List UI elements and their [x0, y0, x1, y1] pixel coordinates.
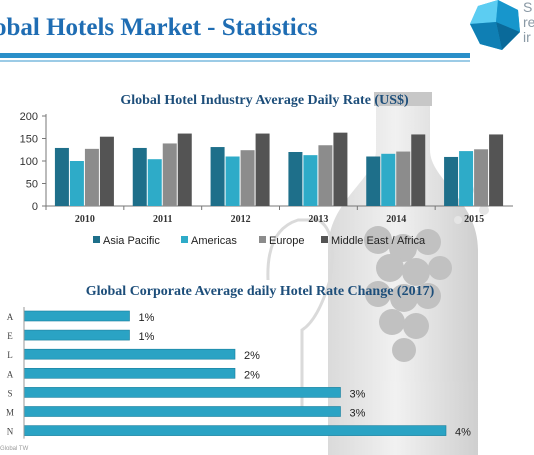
bar-europe	[84, 148, 99, 206]
y-tick-label: 200	[20, 111, 38, 123]
value-label: 3%	[350, 388, 366, 400]
slide-title: obal Hotels Market - Statistics	[0, 14, 318, 41]
value-label: 2%	[244, 369, 260, 381]
bar-europe	[162, 143, 177, 206]
bar-europe	[396, 151, 411, 206]
legend-swatch	[259, 236, 266, 243]
chart-title: Global Hotel Industry Average Daily Rate…	[120, 93, 409, 108]
company-logo	[470, 0, 520, 50]
value-label: 1%	[139, 312, 155, 324]
bar-europe	[318, 145, 333, 206]
bar-americas	[147, 159, 162, 206]
category-label: S	[7, 388, 12, 398]
y-tick-label: 100	[20, 156, 38, 168]
bar-americas	[381, 153, 396, 206]
x-tick-label: 2013	[308, 214, 328, 225]
rate-change-bar	[23, 310, 130, 322]
x-tick-label: 2011	[153, 214, 172, 225]
x-tick-label: 2010	[75, 214, 95, 225]
category-label: E	[7, 331, 13, 341]
logo-wordmark: S re ir	[523, 0, 534, 45]
bar-europe	[240, 150, 255, 206]
bar-asia-pacific	[288, 152, 303, 206]
logo-letter: ir	[523, 29, 531, 45]
y-tick-label: 0	[32, 201, 38, 213]
value-label: 3%	[350, 408, 366, 420]
bar-americas	[303, 155, 318, 206]
legend-swatch	[181, 236, 188, 243]
legend-label: Middle East / Africa	[331, 235, 426, 247]
average-daily-rate-chart: Global Hotel Industry Average Daily Rate…	[20, 93, 513, 247]
category-label: A	[7, 312, 14, 322]
x-tick-label: 2015	[464, 214, 484, 225]
bar-americas	[69, 161, 84, 206]
category-label: A	[7, 369, 14, 379]
legend-label: Asia Pacific	[103, 235, 160, 247]
title-rule	[0, 53, 470, 58]
legend-label: Americas	[191, 235, 237, 247]
rate-change-bar	[23, 387, 341, 398]
value-label: 2%	[244, 350, 260, 362]
bar-asia-pacific	[444, 156, 459, 206]
y-tick-label: 50	[26, 179, 38, 191]
bar-middle-east-africa	[489, 134, 504, 206]
wine-bottle-background-image	[266, 92, 489, 455]
legend-swatch	[321, 236, 328, 243]
source-note: Global TW	[0, 446, 29, 452]
bar-middle-east-africa	[255, 133, 270, 206]
x-tick-label: 2014	[386, 214, 406, 225]
value-label: 1%	[139, 331, 155, 343]
logo-letter: re	[523, 14, 534, 30]
title-rule-thin	[0, 60, 470, 62]
bar-asia-pacific	[366, 156, 381, 206]
bar-americas	[459, 151, 474, 206]
category-label: N	[7, 427, 14, 437]
legend-label: Europe	[269, 235, 304, 247]
bar-middle-east-africa	[333, 132, 348, 206]
rate-change-bar	[23, 329, 130, 341]
logo-letter: S	[523, 0, 533, 15]
rate-change-bar	[23, 406, 341, 417]
bar-middle-east-africa	[411, 134, 426, 206]
chart-title: Global Corporate Average daily Hotel Rat…	[86, 284, 435, 299]
x-tick-label: 2012	[231, 214, 251, 225]
bar-europe	[474, 149, 489, 206]
rate-change-bar	[23, 425, 447, 436]
category-label: M	[6, 408, 14, 418]
bar-asia-pacific	[54, 147, 69, 206]
bar-asia-pacific	[210, 147, 225, 206]
bar-americas	[225, 156, 240, 206]
rate-change-bar	[23, 348, 236, 360]
bar-asia-pacific	[132, 147, 147, 206]
y-tick-label: 150	[20, 134, 38, 146]
bar-middle-east-africa	[99, 136, 114, 206]
bar-middle-east-africa	[177, 133, 192, 206]
category-label: L	[7, 350, 13, 360]
value-label: 4%	[455, 427, 471, 439]
legend-swatch	[93, 236, 100, 243]
rate-change-bar	[23, 367, 236, 379]
